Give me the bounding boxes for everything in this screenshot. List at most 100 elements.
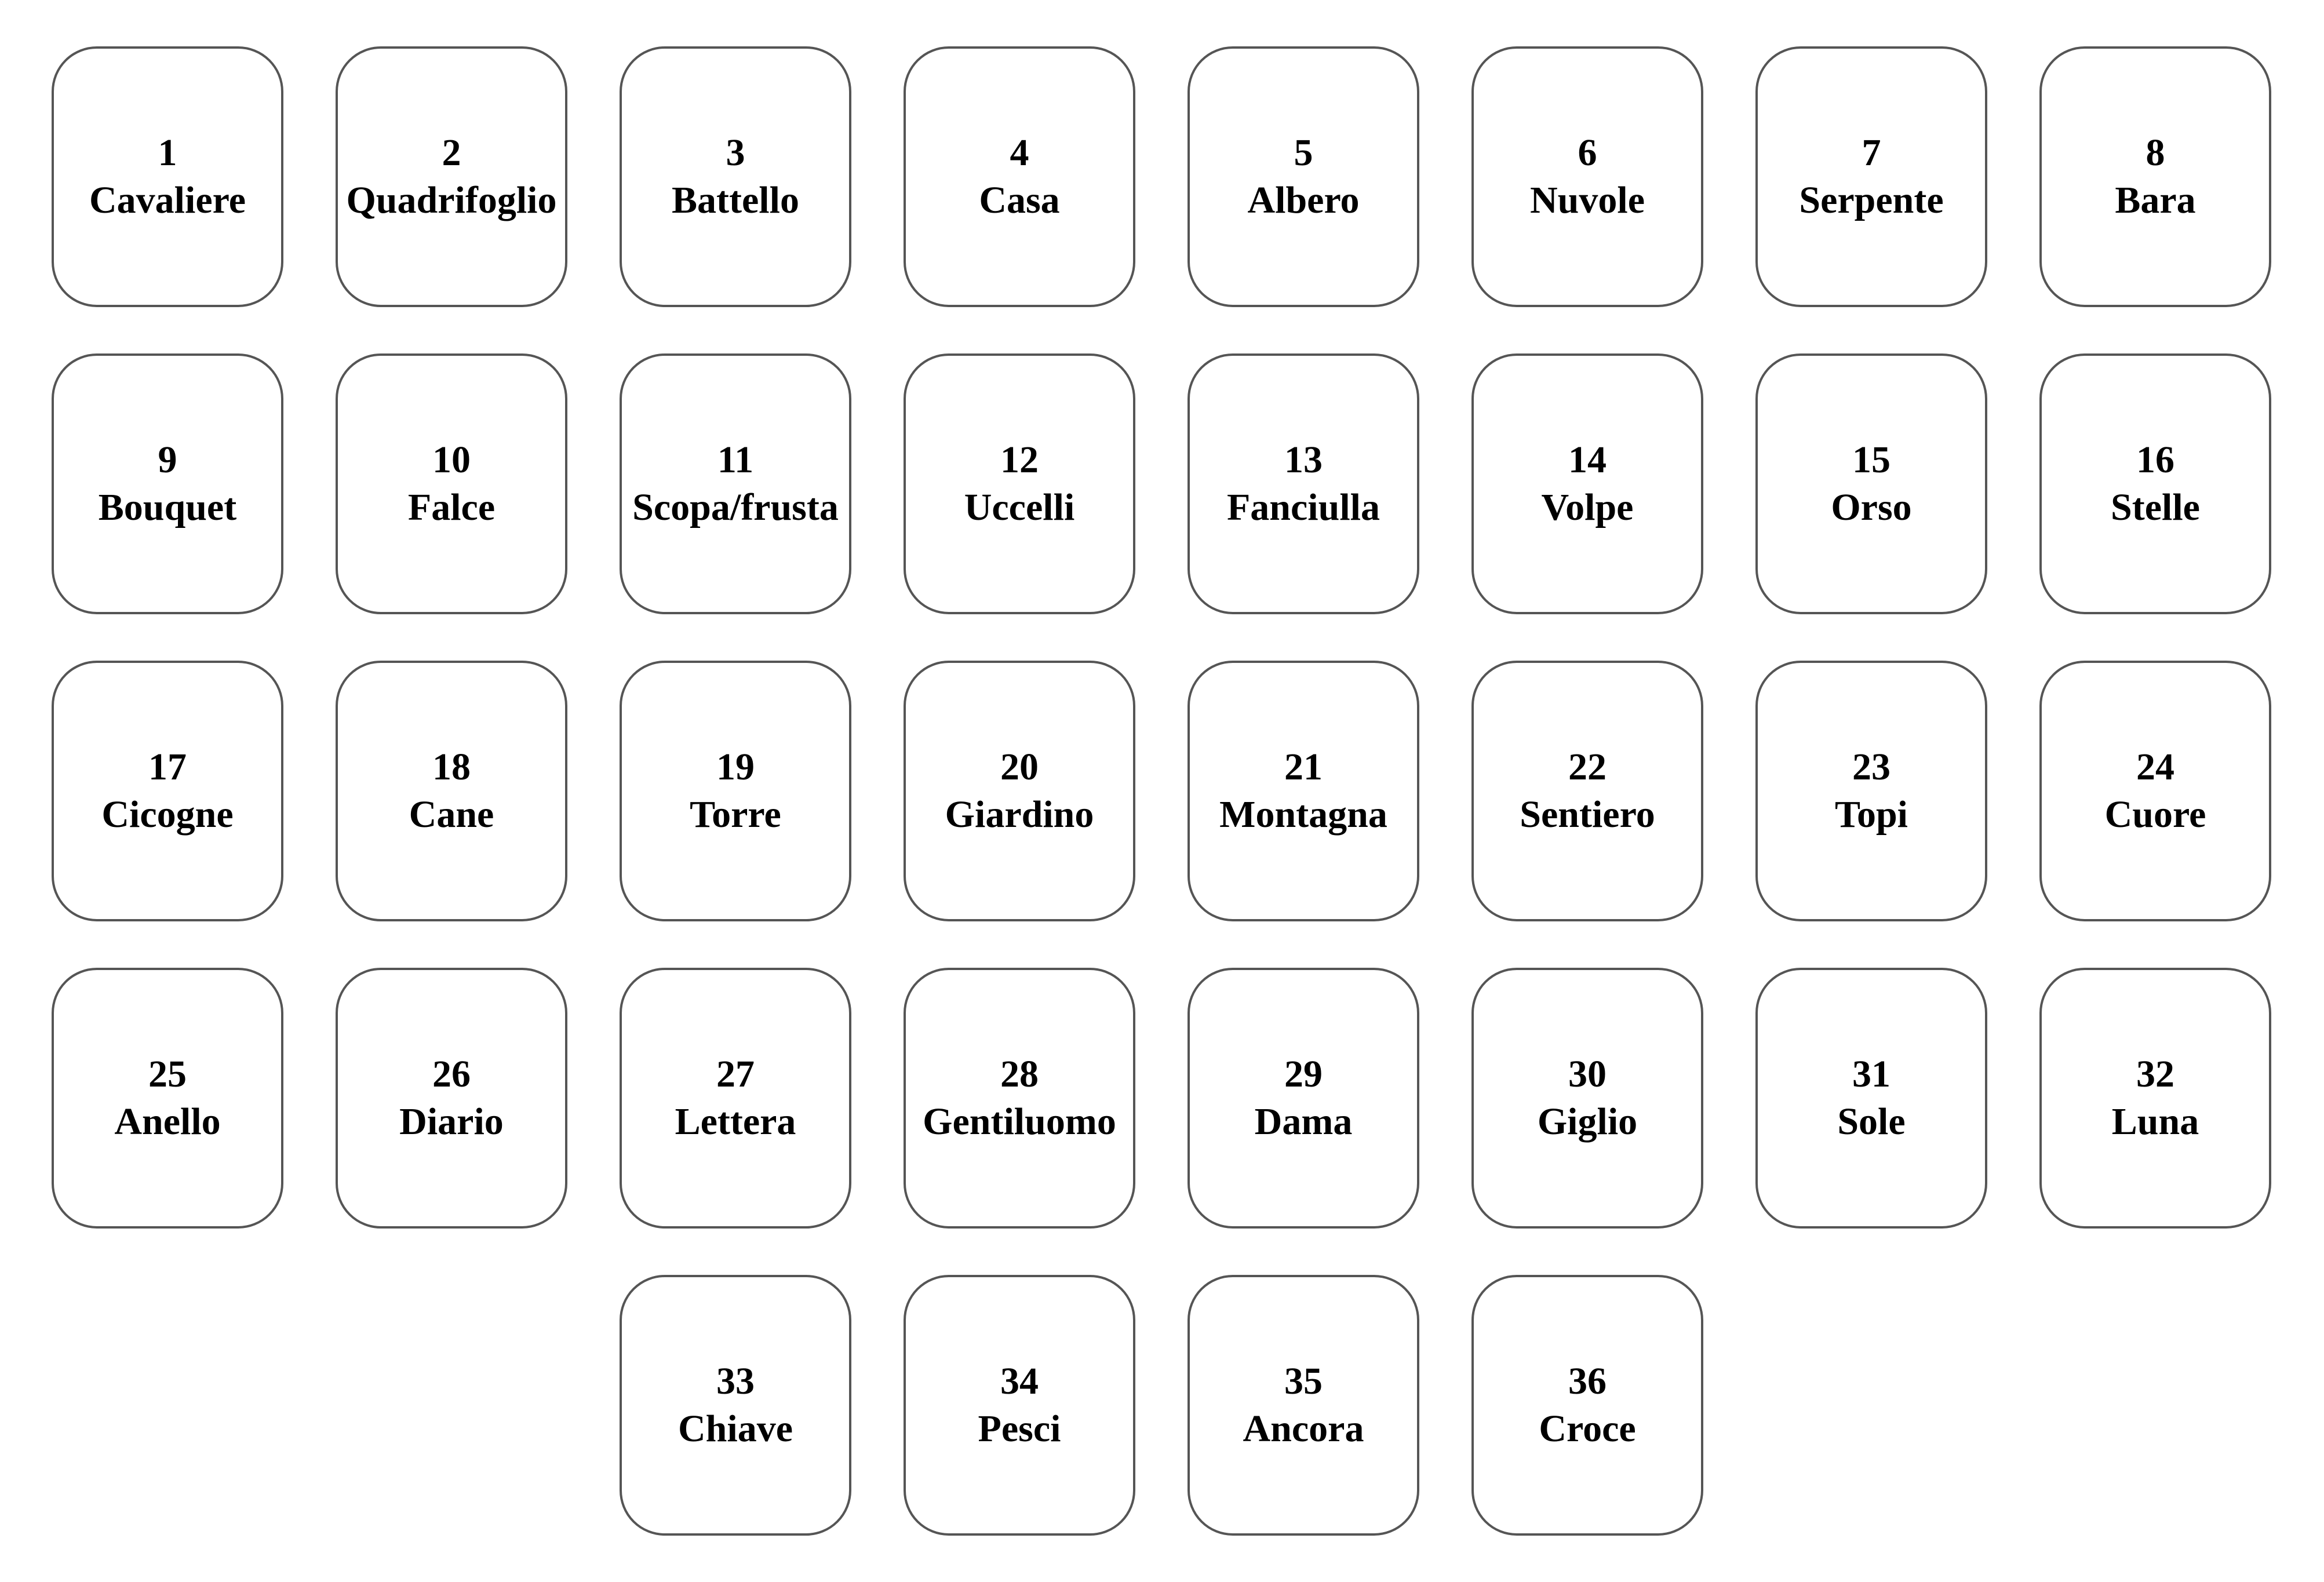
card-name: Nuvole (1530, 179, 1645, 221)
card-number: 28 (1000, 1053, 1039, 1095)
card: 11 Scopa/frusta (620, 353, 851, 614)
card-number: 17 (148, 746, 187, 788)
card-number: 32 (2136, 1053, 2174, 1095)
card-number: 12 (1000, 439, 1039, 481)
card-name: Fanciulla (1226, 486, 1380, 528)
card-number: 20 (1000, 746, 1039, 788)
card: 7 Serpente (1755, 46, 1987, 307)
card: 24 Cuore (2039, 661, 2271, 921)
card-number: 11 (717, 439, 754, 481)
card-number: 10 (432, 439, 471, 481)
card-number: 1 (158, 132, 177, 174)
card: 14 Volpe (1471, 353, 1703, 614)
card-number: 4 (1010, 132, 1029, 174)
card: 10 Falce (336, 353, 567, 614)
card-number: 25 (148, 1053, 187, 1095)
card-name: Anello (114, 1100, 221, 1143)
card-number: 19 (716, 746, 755, 788)
card: 23 Topi (1755, 661, 1987, 921)
card-name: Albero (1247, 179, 1360, 221)
card-name: Battello (672, 179, 799, 221)
card-name: Stelle (2111, 486, 2200, 528)
card: 8 Bara (2039, 46, 2271, 307)
card-number: 18 (432, 746, 471, 788)
card: 3 Battello (620, 46, 851, 307)
card-number: 6 (1578, 132, 1597, 174)
card-number: 15 (1852, 439, 1890, 481)
card: 1 Cavaliere (52, 46, 283, 307)
card-number: 29 (1284, 1053, 1323, 1095)
card-name: Cane (409, 793, 494, 836)
card: 13 Fanciulla (1188, 353, 1419, 614)
card: 20 Giardino (904, 661, 1135, 921)
card-number: 27 (716, 1053, 755, 1095)
card-number: 14 (1568, 439, 1607, 481)
card-number: 8 (2145, 132, 2165, 174)
card: 33 Chiave (620, 1275, 851, 1536)
card-number: 16 (2136, 439, 2174, 481)
card-number: 22 (1568, 746, 1607, 788)
card: 18 Cane (336, 661, 567, 921)
card: 35 Ancora (1188, 1275, 1419, 1536)
card: 17 Cicogne (52, 661, 283, 921)
card-number: 3 (726, 132, 745, 174)
card-name: Dama (1254, 1100, 1353, 1143)
card-number: 26 (432, 1053, 471, 1095)
card: 19 Torre (620, 661, 851, 921)
card: 9 Bouquet (52, 353, 283, 614)
card-number: 35 (1284, 1360, 1323, 1402)
card-name: Bara (2115, 179, 2196, 221)
card: 2 Quadrifoglio (336, 46, 567, 307)
card: 12 Uccelli (904, 353, 1135, 614)
card-name: Gentiluomo (923, 1100, 1116, 1143)
card-number: 23 (1852, 746, 1890, 788)
card-name: Giglio (1537, 1100, 1638, 1143)
card-number: 9 (158, 439, 177, 481)
card-name: Topi (1834, 793, 1908, 836)
card: 27 Lettera (620, 968, 851, 1229)
card-name: Volpe (1541, 486, 1634, 528)
card-name: Sole (1837, 1100, 1906, 1143)
card: 30 Giglio (1471, 968, 1703, 1229)
card-name: Giardino (945, 793, 1094, 836)
card-name: Torre (690, 793, 781, 836)
card-name: Quadrifoglio (346, 179, 557, 221)
card: 5 Albero (1188, 46, 1419, 307)
card-name: Sentiero (1520, 793, 1655, 836)
card-name: Casa (979, 179, 1060, 221)
card-number: 13 (1284, 439, 1323, 481)
card-name: Ancora (1243, 1408, 1364, 1450)
card: 34 Pesci (904, 1275, 1135, 1536)
card: 21 Montagna (1188, 661, 1419, 921)
card-name: Montagna (1219, 793, 1387, 836)
card-number: 33 (716, 1360, 755, 1402)
card: 15 Orso (1755, 353, 1987, 614)
card-number: 5 (1294, 132, 1313, 174)
card-name: Uccelli (964, 486, 1075, 528)
card: 36 Croce (1471, 1275, 1703, 1536)
card-number: 2 (442, 132, 461, 174)
card-name: Croce (1539, 1408, 1636, 1450)
card-number: 36 (1568, 1360, 1607, 1402)
card: 26 Diario (336, 968, 567, 1229)
card-number: 34 (1000, 1360, 1039, 1402)
card-number: 24 (2136, 746, 2174, 788)
card-name: Orso (1831, 486, 1912, 528)
card: 31 Sole (1755, 968, 1987, 1229)
card-name: Scopa/frusta (632, 486, 839, 528)
card-number: 30 (1568, 1053, 1607, 1095)
card-name: Cuore (2104, 793, 2206, 836)
card-name: Falce (407, 486, 496, 528)
card: 25 Anello (52, 968, 283, 1229)
card-number: 31 (1852, 1053, 1890, 1095)
card-name: Diario (399, 1100, 504, 1143)
card: 22 Sentiero (1471, 661, 1703, 921)
card: 6 Nuvole (1471, 46, 1703, 307)
card-name: Bouquet (98, 486, 237, 528)
card: 28 Gentiluomo (904, 968, 1135, 1229)
card: 4 Casa (904, 46, 1135, 307)
card-name: Luna (2111, 1100, 2199, 1143)
card-number: 21 (1284, 746, 1323, 788)
card: 32 Luna (2039, 968, 2271, 1229)
card-name: Cicogne (101, 793, 234, 836)
